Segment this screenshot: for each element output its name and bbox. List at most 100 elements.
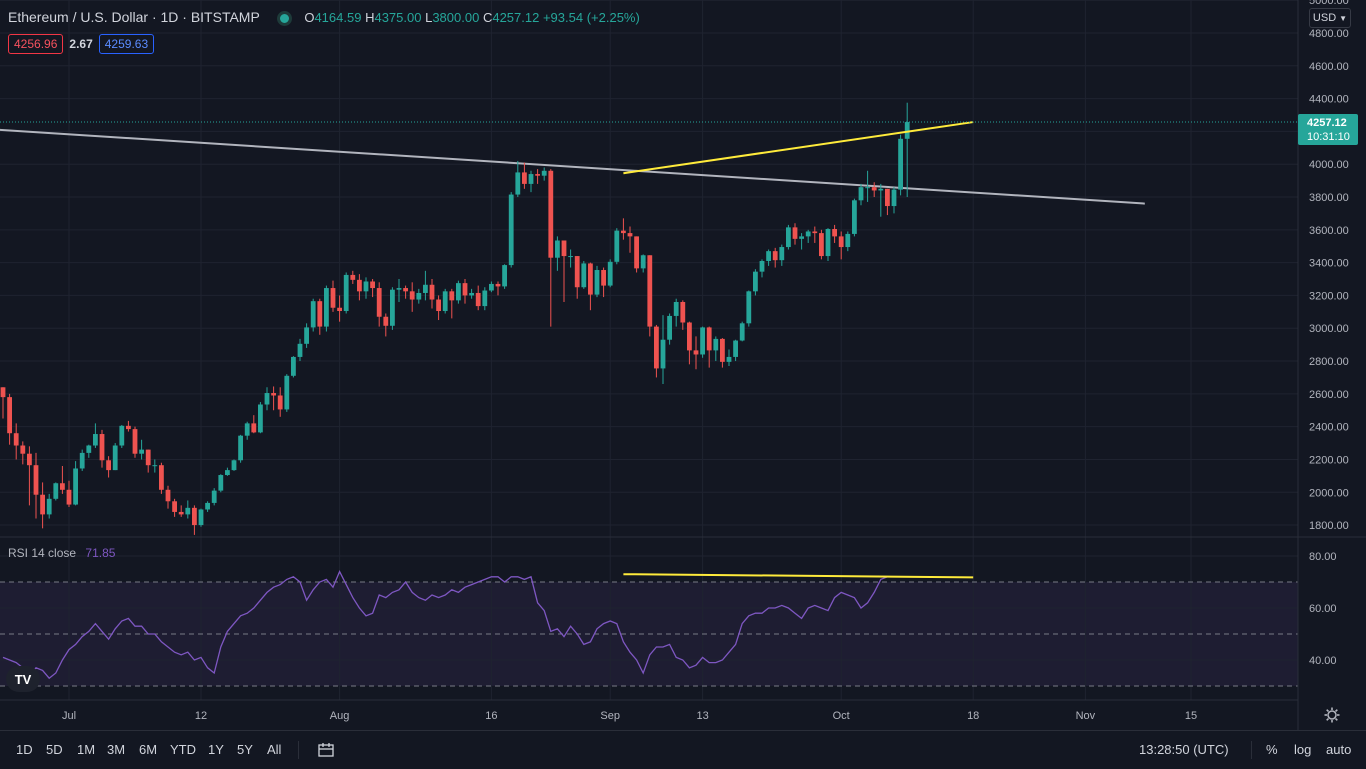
auto-toggle[interactable]: auto bbox=[1326, 742, 1352, 757]
candle bbox=[693, 350, 699, 355]
tradingview-logo[interactable]: TV bbox=[6, 666, 40, 692]
price-tick-label: 3600.00 bbox=[1309, 225, 1349, 237]
candle bbox=[231, 460, 237, 471]
candle bbox=[865, 187, 870, 189]
candle bbox=[825, 229, 831, 257]
price-tick-label: 5000.00 bbox=[1309, 0, 1349, 7]
candle bbox=[548, 170, 554, 258]
candle bbox=[640, 255, 646, 269]
candle bbox=[482, 290, 488, 307]
rsi-tick-label: 60.00 bbox=[1309, 603, 1337, 615]
rsi-legend[interactable]: RSI 14 close 71.85 bbox=[8, 546, 115, 560]
candle bbox=[238, 435, 243, 461]
chart-canvas[interactable]: 5000.00 4800.00 4600.00 4400.00 4000.00 3800.… bbox=[0, 0, 1366, 730]
ohlc-values: O4164.59 H4375.00 L3800.00 C4257.12 +93.… bbox=[304, 10, 640, 25]
candle bbox=[819, 233, 824, 257]
spread-value: 2.67 bbox=[69, 37, 93, 51]
candle bbox=[753, 271, 758, 292]
candle bbox=[442, 291, 448, 312]
candle bbox=[132, 429, 138, 454]
price-tick-label: 4800.00 bbox=[1309, 28, 1349, 40]
candle bbox=[383, 316, 389, 326]
date-range-icon[interactable] bbox=[317, 741, 335, 759]
candle bbox=[310, 301, 316, 328]
timeframe-ytd[interactable]: YTD bbox=[170, 742, 196, 757]
time-tick-label: 15 bbox=[1185, 710, 1197, 722]
log-toggle[interactable]: log bbox=[1294, 742, 1312, 757]
rsi-value: 71.85 bbox=[85, 546, 116, 560]
candle bbox=[904, 122, 910, 139]
rsi-pane bbox=[0, 537, 1298, 700]
candle bbox=[508, 194, 514, 266]
open-label: O bbox=[304, 10, 315, 25]
candle bbox=[60, 483, 65, 490]
currency-label: USD bbox=[1312, 12, 1337, 24]
candle bbox=[891, 189, 897, 207]
price-tick-label: 4600.00 bbox=[1309, 61, 1349, 73]
candle bbox=[357, 279, 362, 292]
symbol-title[interactable]: Ethereum / U.S. Dollar · 1D · BITSTAMP bbox=[8, 9, 260, 25]
candle bbox=[792, 227, 798, 239]
candle bbox=[898, 138, 903, 190]
timeframe-1d[interactable]: 1D bbox=[16, 742, 33, 757]
candle bbox=[759, 260, 765, 272]
candle bbox=[20, 445, 26, 454]
candle bbox=[673, 301, 679, 316]
candle bbox=[211, 490, 217, 503]
candle bbox=[436, 299, 441, 312]
candle bbox=[126, 425, 131, 430]
time-tick-label: 18 bbox=[967, 710, 979, 722]
candle bbox=[541, 170, 547, 176]
timeframe-6m[interactable]: 6M bbox=[139, 742, 158, 757]
timeframe-3m[interactable]: 3M bbox=[107, 742, 126, 757]
rsi-params: 14 close bbox=[31, 546, 77, 560]
candle bbox=[713, 338, 719, 351]
candle bbox=[304, 327, 309, 344]
candle bbox=[726, 356, 732, 362]
candle bbox=[489, 283, 494, 291]
percent-toggle[interactable]: % bbox=[1266, 742, 1278, 757]
resistance-trendline bbox=[0, 128, 1145, 205]
candle bbox=[73, 468, 78, 505]
candle bbox=[172, 501, 177, 512]
timeframe-1y[interactable]: 1Y bbox=[208, 742, 224, 757]
candle bbox=[812, 231, 818, 234]
candle bbox=[522, 172, 527, 184]
candle bbox=[535, 174, 540, 176]
candle bbox=[627, 233, 633, 237]
low-value: 3800.00 bbox=[432, 10, 480, 25]
candle bbox=[607, 261, 613, 286]
candle bbox=[660, 339, 666, 369]
high-label: H bbox=[365, 10, 375, 25]
candle bbox=[799, 236, 804, 239]
candle bbox=[106, 460, 111, 471]
change-value: +93.54 (+2.25%) bbox=[542, 10, 640, 25]
candle bbox=[350, 274, 356, 280]
utc-clock[interactable]: 13:28:50 (UTC) bbox=[1139, 742, 1229, 757]
timeframe-all[interactable]: All bbox=[267, 742, 282, 757]
candle bbox=[647, 255, 653, 327]
price-tick-label: 1800.00 bbox=[1309, 520, 1349, 532]
candle bbox=[13, 433, 19, 446]
candle bbox=[739, 323, 745, 341]
price-tick-label: 3400.00 bbox=[1309, 258, 1349, 270]
bottom-toolbar: 1D 5D 1M 3M 6M YTD 1Y 5Y All 13:28:50 (U… bbox=[0, 730, 1366, 769]
candle bbox=[805, 231, 811, 237]
timeframe-1m[interactable]: 1M bbox=[77, 742, 96, 757]
candle bbox=[324, 288, 329, 327]
candle bbox=[205, 502, 210, 510]
candle bbox=[568, 256, 573, 258]
timeframe-5d[interactable]: 5D bbox=[46, 742, 63, 757]
candle bbox=[185, 507, 191, 515]
rsi-lines bbox=[2, 570, 974, 680]
countdown-label: 10:31:10 bbox=[1307, 131, 1350, 143]
candle bbox=[119, 425, 125, 446]
candle bbox=[363, 281, 369, 292]
sell-button[interactable]: 4256.96 bbox=[8, 34, 64, 54]
timeframe-5y[interactable]: 5Y bbox=[237, 742, 253, 757]
price-tick-label: 2600.00 bbox=[1309, 389, 1349, 401]
candle bbox=[614, 230, 620, 262]
candle bbox=[390, 289, 395, 326]
buy-button[interactable]: 4259.63 bbox=[98, 34, 155, 54]
currency-selector[interactable]: USD ▼ bbox=[1309, 8, 1351, 28]
